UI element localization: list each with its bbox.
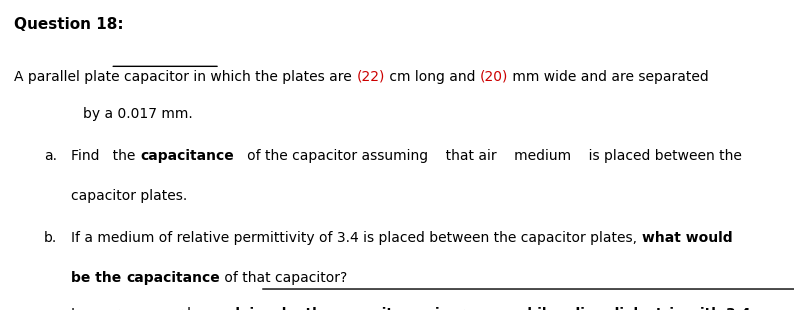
Text: of the capacitor assuming    that air    medium    is placed between the: of the capacitor assuming that air mediu…: [234, 149, 742, 163]
Text: capacitance: capacitance: [141, 149, 234, 163]
Text: Question 18:: Question 18:: [14, 17, 124, 32]
Text: be the: be the: [71, 271, 126, 285]
Text: (22): (22): [357, 70, 385, 84]
Text: by a 0.017 mm.: by a 0.017 mm.: [83, 107, 193, 121]
Text: capacitor plates.: capacitor plates.: [71, 189, 187, 203]
Text: A parallel plate capacitor in which the plates are: A parallel plate capacitor in which the …: [14, 70, 357, 84]
Text: Find   the: Find the: [71, 149, 141, 163]
Text: (20): (20): [480, 70, 508, 84]
Text: mm wide and are separated: mm wide and are separated: [508, 70, 709, 84]
Text: cm long and: cm long and: [385, 70, 480, 84]
Text: of that capacitor?: of that capacitor?: [221, 271, 348, 285]
Text: a.: a.: [44, 149, 56, 163]
Text: what would: what would: [642, 231, 732, 245]
Text: explain why the capacitance increases while ading dielectric with 3.4: explain why the capacitance increases wh…: [207, 307, 751, 310]
Text: b.: b.: [44, 231, 57, 245]
Text: c.: c.: [44, 307, 56, 310]
Text: In your own words,: In your own words,: [71, 307, 207, 310]
Text: If a medium of relative permittivity of 3.4 is placed between the capacitor plat: If a medium of relative permittivity of …: [71, 231, 642, 245]
Text: capacitance: capacitance: [126, 271, 220, 285]
